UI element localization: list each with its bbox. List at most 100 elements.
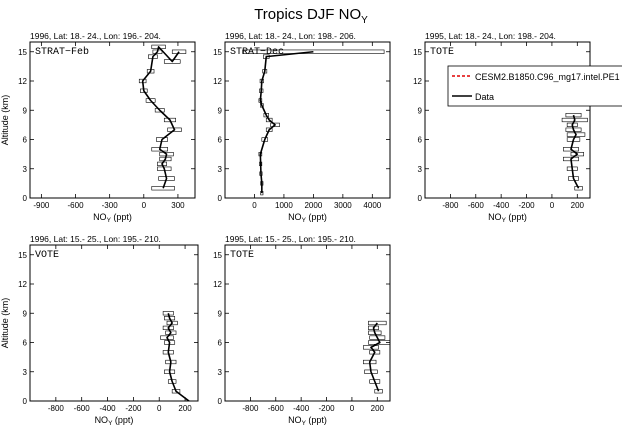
y-tick-label: 15 <box>18 251 27 260</box>
error-bar <box>368 340 390 345</box>
y-tick-label: 6 <box>418 136 423 145</box>
x-tick-label: 0 <box>142 201 147 210</box>
panel-4: 1996, Lat: 15.- 25., Lon: 195.- 210. VOTE… <box>0 234 199 427</box>
error-bar <box>154 108 165 113</box>
y-tick-label: 15 <box>213 48 222 57</box>
y-tick-label: 3 <box>23 165 28 174</box>
y-tick-label: 6 <box>23 136 28 145</box>
x-axis-label-main: NO <box>288 212 302 222</box>
plot-frame <box>29 244 199 402</box>
y-tick-label: 12 <box>413 77 422 86</box>
y-tick-label: 12 <box>213 77 222 86</box>
x-tick-label: -900 <box>33 201 50 210</box>
panel-1: 1996, Lat: 18.- 24., Lon: 196.- 204. STRA… <box>0 31 196 224</box>
error-bar <box>165 330 177 335</box>
panel-header: 1996, Lat: 18.- 24., Lon: 198.- 206. <box>225 31 356 41</box>
panel-label: VOTE <box>35 250 59 261</box>
x-tick-label: 200 <box>178 404 192 413</box>
x-tick-label: -400 <box>100 404 117 413</box>
error-bar <box>162 325 174 330</box>
data-line <box>259 50 314 194</box>
y-axis-label: Altitude (km) <box>0 95 10 146</box>
x-tick-label: 200 <box>371 404 385 413</box>
error-bar <box>160 335 174 340</box>
panel-header: 1996, Lat: 18.- 24., Lon: 196.- 204. <box>30 31 161 41</box>
error-bar <box>363 345 379 350</box>
error-bar <box>242 49 385 54</box>
y-tick-label: 3 <box>418 165 423 174</box>
x-tick-label: 3000 <box>334 201 352 210</box>
legend-data-label: Data <box>475 92 494 102</box>
plot-frame <box>29 41 196 199</box>
y-tick-label: 9 <box>218 106 223 115</box>
x-tick-label: -600 <box>74 404 91 413</box>
y-tick-label: 0 <box>218 397 223 406</box>
x-tick-label: -300 <box>102 201 119 210</box>
legend-model-label: CESM2.B1850.C96_mg17.intel.PE1 <box>475 72 620 82</box>
y-tick-label: 6 <box>23 339 28 348</box>
panel-label: TOTE <box>230 250 254 261</box>
panel-2: 1996, Lat: 18.- 24., Lon: 198.- 206. STRA… <box>213 31 391 224</box>
y-tick-label: 9 <box>23 309 28 318</box>
error-bar <box>369 335 386 340</box>
panel-header: 1995, Lat: 15.- 25., Lon: 195.- 210. <box>225 234 356 244</box>
panel-label: STRAT−Feb <box>35 46 89 58</box>
x-axis-label-main: NO <box>95 415 109 425</box>
x-axis-label: NOY (ppt) <box>288 415 327 427</box>
y-axis-label: Altitude (km) <box>0 298 10 349</box>
data-series <box>242 49 385 196</box>
error-bar <box>574 186 583 191</box>
legend-box <box>447 65 622 107</box>
y-tick-label: 15 <box>18 48 27 57</box>
data-series <box>160 311 190 401</box>
x-tick-label: 4000 <box>363 201 381 210</box>
x-tick-label: -800 <box>48 404 65 413</box>
x-tick-label: 200 <box>571 201 585 210</box>
panel-header: 1996, Lat: 15.- 25., Lon: 195.- 210. <box>30 234 161 244</box>
x-axis-label-unit: (ppt) <box>506 212 527 222</box>
panel-label: STRAT−Dec <box>230 47 284 58</box>
y-tick-label: 9 <box>218 309 223 318</box>
error-bar <box>566 132 586 137</box>
x-axis-label: NOY (ppt) <box>95 415 134 427</box>
x-tick-label: -800 <box>442 201 459 210</box>
error-bar <box>163 59 181 64</box>
data-line <box>368 322 381 392</box>
x-tick-label: -400 <box>293 404 310 413</box>
error-bar <box>145 98 156 103</box>
plot-frame <box>224 244 391 402</box>
x-tick-label: -600 <box>68 201 85 210</box>
x-tick-label: 0 <box>550 201 555 210</box>
error-bar <box>368 320 387 326</box>
panel-header: 1995, Lat: 18.- 24., Lon: 198.- 204. <box>425 31 556 41</box>
y-tick-label: 15 <box>413 48 422 57</box>
y-tick-label: 0 <box>23 397 28 406</box>
x-tick-label: 300 <box>171 201 185 210</box>
plot-frame <box>224 41 391 199</box>
x-axis-label-subscript: Y <box>107 217 112 224</box>
x-tick-label: -600 <box>268 404 285 413</box>
x-tick-label: -800 <box>242 404 259 413</box>
error-bar <box>265 117 273 123</box>
y-tick-label: 9 <box>418 106 423 115</box>
y-tick-label: 0 <box>218 194 223 203</box>
data-line <box>570 114 580 189</box>
plot-frame <box>424 41 591 199</box>
x-axis-label: NOY (ppt) <box>93 212 132 224</box>
error-bar <box>171 49 187 54</box>
y-tick-label: 12 <box>18 77 27 86</box>
panel-3: 1995, Lat: 18.- 24., Lon: 198.- 204. TOTE… <box>413 31 591 224</box>
data-line <box>166 313 190 401</box>
data-series <box>363 320 390 394</box>
x-tick-label: 1000 <box>275 201 293 210</box>
y-tick-label: 15 <box>213 251 222 260</box>
y-tick-label: 3 <box>23 368 28 377</box>
y-tick-label: 9 <box>23 106 28 115</box>
y-tick-label: 3 <box>218 368 223 377</box>
x-tick-label: -200 <box>125 404 142 413</box>
data-series <box>561 113 588 191</box>
x-axis-label-unit: (ppt) <box>306 415 327 425</box>
y-tick-label: 3 <box>218 165 223 174</box>
x-axis-label: NOY (ppt) <box>488 212 527 224</box>
